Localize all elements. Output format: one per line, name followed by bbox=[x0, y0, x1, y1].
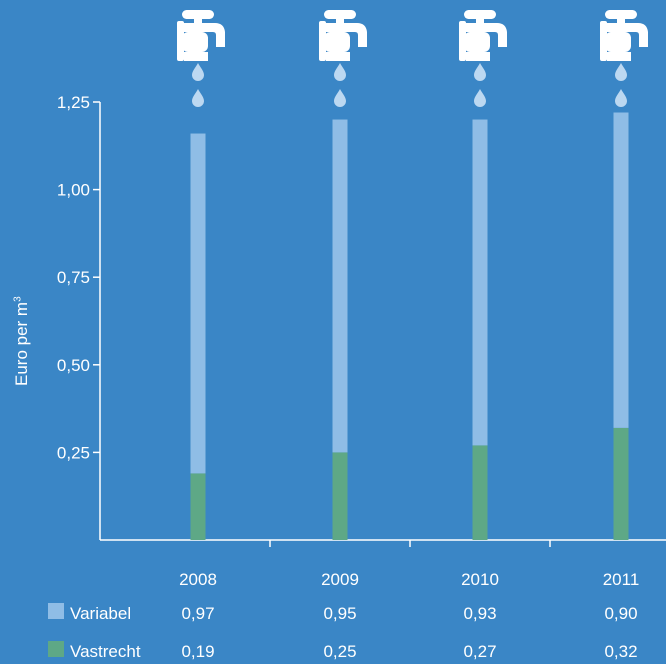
vastrecht-value-label: 0,25 bbox=[323, 642, 356, 661]
bar-vastrecht-2010 bbox=[472, 445, 488, 540]
tap-icon bbox=[459, 10, 507, 61]
tap-body bbox=[324, 32, 350, 52]
y-axis-label-text: Euro per m bbox=[12, 301, 31, 386]
legend-label-variabel: Variabel bbox=[70, 604, 131, 623]
water-drop-icon bbox=[192, 89, 204, 107]
tap-mount bbox=[459, 21, 466, 61]
legend-swatch-variabel bbox=[48, 603, 64, 619]
y-tick-label: 0,75 bbox=[57, 268, 90, 287]
tap-spout bbox=[179, 23, 225, 47]
bar-variabel-2009 bbox=[332, 119, 348, 453]
bar-vastrecht-2008 bbox=[190, 473, 206, 540]
water-drop-icon bbox=[334, 63, 346, 81]
water-drop-icon bbox=[474, 63, 486, 81]
variabel-value-label: 0,90 bbox=[604, 604, 637, 623]
variabel-value-label: 0,95 bbox=[323, 604, 356, 623]
tap-icon bbox=[319, 10, 367, 61]
tap-base bbox=[607, 52, 631, 61]
variabel-value-label: 0,97 bbox=[181, 604, 214, 623]
tap-handle bbox=[324, 10, 356, 19]
variabel-value-label: 0,93 bbox=[463, 604, 496, 623]
tap-handle bbox=[464, 10, 496, 19]
legend-swatch-vastrecht bbox=[48, 641, 64, 657]
legend-label-vastrecht: Vastrecht bbox=[70, 642, 141, 661]
water-drop-icon bbox=[615, 89, 627, 107]
tap-mount bbox=[177, 21, 184, 61]
tap-stem bbox=[476, 15, 484, 25]
vastrecht-value-label: 0,19 bbox=[181, 642, 214, 661]
tap-stem bbox=[194, 15, 202, 25]
tap-mount bbox=[600, 21, 607, 61]
tap-stem bbox=[617, 15, 625, 25]
tap-handle bbox=[605, 10, 637, 19]
y-tick-label: 0,25 bbox=[57, 443, 90, 462]
x-category-label: 2008 bbox=[179, 570, 217, 589]
x-category-label: 2010 bbox=[461, 570, 499, 589]
water-drop-icon bbox=[615, 63, 627, 81]
y-tick-label: 0,50 bbox=[57, 356, 90, 375]
water-drop-icon bbox=[334, 89, 346, 107]
tap-mount bbox=[319, 21, 326, 61]
bar-variabel-2011 bbox=[613, 112, 629, 428]
tap-base bbox=[326, 52, 350, 61]
tap-body bbox=[182, 32, 208, 52]
bar-variabel-2010 bbox=[472, 119, 488, 446]
tap-icon bbox=[600, 10, 648, 61]
vastrecht-value-label: 0,32 bbox=[604, 642, 637, 661]
tap-base bbox=[184, 52, 208, 61]
vastrecht-value-label: 0,27 bbox=[463, 642, 496, 661]
tap-stem bbox=[336, 15, 344, 25]
tap-body bbox=[464, 32, 490, 52]
tap-spout bbox=[321, 23, 367, 47]
bar-vastrecht-2011 bbox=[613, 427, 629, 540]
bar-vastrecht-2009 bbox=[332, 452, 348, 540]
y-tick-label: 1,25 bbox=[57, 93, 90, 112]
y-axis-label-superscript: 3 bbox=[12, 296, 24, 302]
x-category-label: 2009 bbox=[321, 570, 359, 589]
tap-handle bbox=[182, 10, 214, 19]
y-tick-label: 1,00 bbox=[57, 181, 90, 200]
x-category-label: 2011 bbox=[603, 570, 640, 589]
water-drop-icon bbox=[474, 89, 486, 107]
tap-body bbox=[605, 32, 631, 52]
tap-spout bbox=[602, 23, 648, 47]
water-drop-icon bbox=[192, 63, 204, 81]
tap-spout bbox=[461, 23, 507, 47]
tap-icon bbox=[177, 10, 225, 61]
y-axis-label: Euro per m3 bbox=[12, 296, 32, 386]
bar-variabel-2008 bbox=[190, 133, 206, 474]
tap-base bbox=[466, 52, 490, 61]
